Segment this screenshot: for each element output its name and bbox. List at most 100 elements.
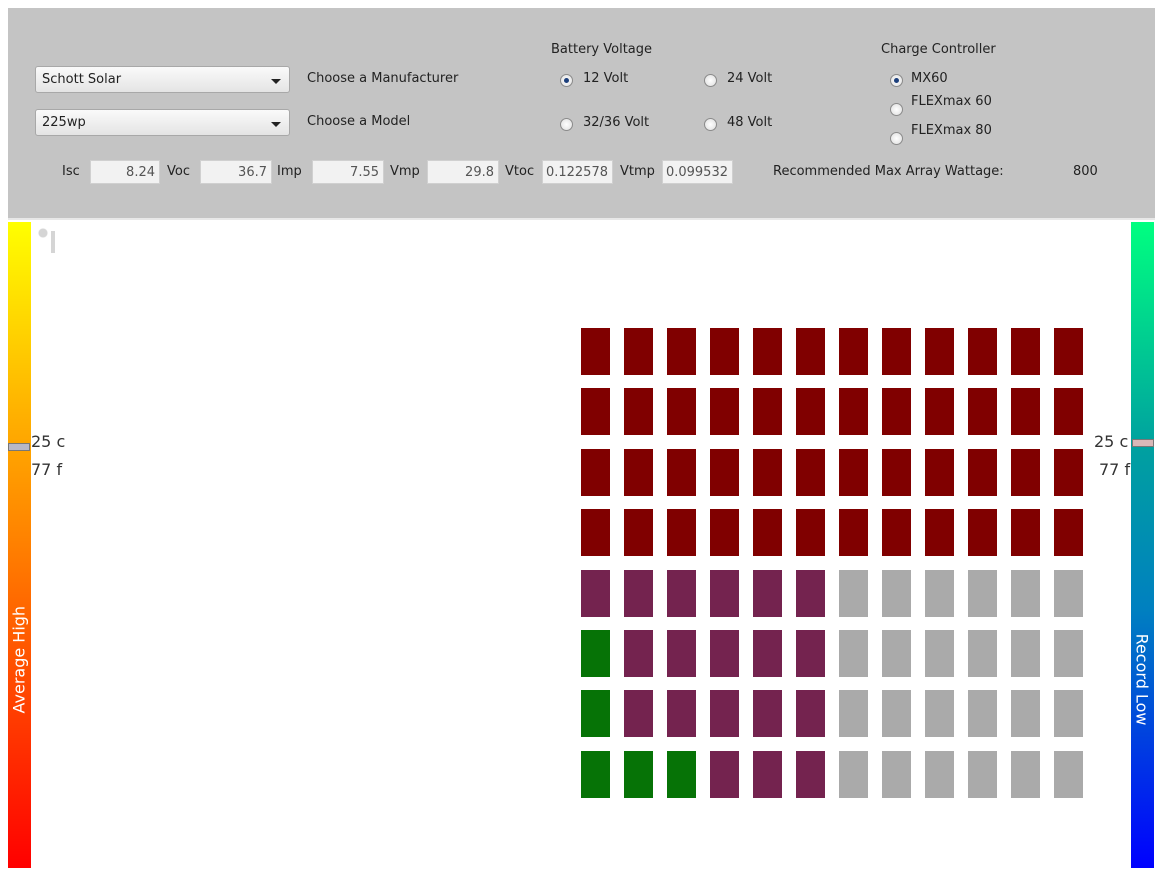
right-title: Record Low — [1132, 633, 1152, 726]
model-dropdown[interactable]: 225wp — [35, 109, 290, 136]
panel-cell — [1054, 509, 1083, 557]
panel-cell — [796, 509, 825, 557]
spec-field: 7.55 — [312, 160, 384, 184]
left-fahrenheit: 77 f — [31, 460, 63, 479]
panel-cell — [796, 448, 825, 496]
panel-cell — [839, 328, 868, 375]
spec-field: 36.7 — [200, 160, 272, 184]
panel-cell — [753, 388, 782, 436]
left-thermometer — [8, 222, 31, 868]
panel-cell — [667, 328, 696, 375]
panel-cell — [1054, 750, 1083, 798]
controller-radio[interactable] — [890, 74, 903, 87]
panel-cell — [1054, 630, 1083, 677]
panel-cell — [581, 448, 610, 496]
spec-value: 0.099532 — [665, 164, 728, 180]
panel-cell — [882, 569, 911, 617]
panel-cell — [624, 448, 653, 496]
panel-cell — [968, 630, 997, 677]
panel-cell — [882, 448, 911, 496]
panel-cell — [1054, 388, 1083, 436]
controller-option: MX60 — [911, 71, 948, 86]
panel-cell — [968, 750, 997, 798]
panel-cell — [581, 509, 610, 557]
pin-icon — [35, 225, 65, 255]
panel-cell — [710, 630, 739, 677]
battery-radio[interactable] — [560, 118, 573, 131]
spec-field: 0.122578 — [542, 160, 613, 184]
controller-option: FLEXmax 60 — [911, 94, 992, 109]
battery-option: 12 Volt — [583, 71, 629, 86]
panel-cell — [839, 630, 868, 677]
panel-cell — [667, 388, 696, 436]
panel-cell — [753, 750, 782, 798]
panel-cell — [710, 388, 739, 436]
panel-cell — [882, 328, 911, 375]
panel-cell — [925, 750, 954, 798]
recommended-label: Recommended Max Array Wattage: — [773, 164, 1004, 179]
panel-cell — [581, 388, 610, 436]
manufacturer-dropdown[interactable]: Schott Solar — [35, 66, 290, 93]
panel-cell — [882, 630, 911, 677]
battery-radio[interactable] — [704, 74, 717, 87]
panel-cell — [753, 509, 782, 557]
panel-cell — [1054, 690, 1083, 738]
panel-cell — [1011, 630, 1040, 677]
panel-cell — [581, 630, 610, 677]
panel-cell — [925, 328, 954, 375]
battery-radio[interactable] — [560, 74, 573, 87]
panel-cell — [796, 569, 825, 617]
left-slider[interactable] — [8, 443, 30, 451]
panel-cell — [667, 690, 696, 738]
panel-cell — [667, 509, 696, 557]
panel-cell — [1054, 448, 1083, 496]
panel-cell — [581, 569, 610, 617]
panel-cell — [710, 328, 739, 375]
controller-option: FLEXmax 80 — [911, 123, 992, 138]
panel-cell — [925, 630, 954, 677]
panel-cell — [925, 448, 954, 496]
panel-cell — [1011, 750, 1040, 798]
spec-value: 0.122578 — [545, 164, 608, 180]
panel-cell — [624, 388, 653, 436]
spec-field: 0.099532 — [662, 160, 733, 184]
panel-cell — [753, 630, 782, 677]
spec-value: 8.24 — [126, 164, 155, 180]
left-celsius: 25 c — [31, 432, 66, 451]
panel-cell — [839, 509, 868, 557]
panel-cell — [624, 509, 653, 557]
panel-cell — [710, 448, 739, 496]
panel-cell — [968, 509, 997, 557]
controller-radio[interactable] — [890, 132, 903, 145]
right-slider[interactable] — [1132, 439, 1154, 447]
battery-option: 32/36 Volt — [583, 115, 650, 130]
spec-field: 29.8 — [427, 160, 499, 184]
spec-field: 8.24 — [90, 160, 160, 184]
panel-cell — [925, 690, 954, 738]
model-label: Choose a Model — [307, 114, 411, 129]
manufacturer-label: Choose a Manufacturer — [307, 71, 459, 86]
panel-cell — [968, 569, 997, 617]
recommended-value: 800 — [1073, 164, 1098, 179]
panel-cell — [581, 690, 610, 738]
battery-radio[interactable] — [704, 118, 717, 131]
panel-cell — [1011, 569, 1040, 617]
right-thermometer — [1131, 222, 1154, 868]
spec-label: Vmp — [390, 164, 420, 179]
panel-cell — [882, 690, 911, 738]
panel-cell — [882, 509, 911, 557]
spec-label: Vtmp — [620, 164, 655, 179]
panel-cell — [753, 448, 782, 496]
panel-cell — [624, 750, 653, 798]
panel-cell — [624, 569, 653, 617]
panel-cell — [710, 750, 739, 798]
panel-cell — [1054, 569, 1083, 617]
controller-radio[interactable] — [890, 103, 903, 116]
model-value: 225wp — [42, 115, 86, 130]
panel-cell — [710, 690, 739, 738]
spec-label: Vtoc — [505, 164, 535, 179]
panel-cell — [624, 690, 653, 738]
panel-cell — [968, 328, 997, 375]
panel-cell — [710, 509, 739, 557]
panel-cell — [1011, 328, 1040, 375]
